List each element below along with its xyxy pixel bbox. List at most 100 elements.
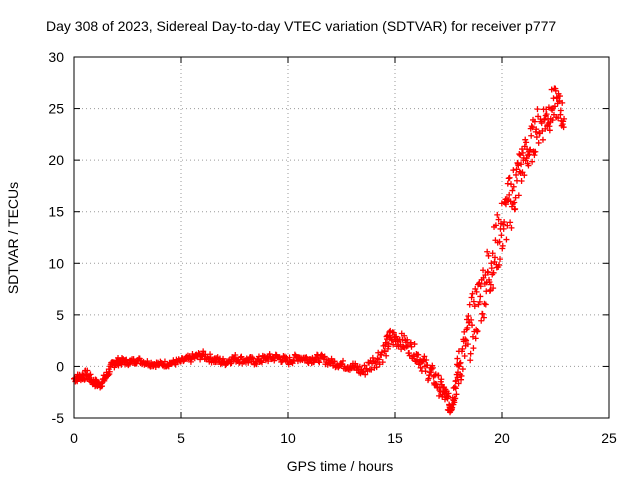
data-point [461, 353, 468, 360]
data-point [502, 201, 509, 208]
data-point [472, 335, 479, 342]
data-point [383, 352, 390, 359]
data-point [470, 298, 477, 305]
data-point [470, 345, 477, 352]
data-point [552, 87, 559, 94]
data-point [511, 199, 518, 206]
data-point [516, 150, 523, 157]
data-point [187, 358, 194, 365]
data-point [458, 372, 465, 379]
data-point [464, 324, 471, 331]
data-point [497, 256, 504, 263]
data-point [531, 152, 538, 159]
data-point [340, 357, 347, 364]
data-point [469, 322, 476, 329]
data-point [467, 357, 474, 364]
x-tick-label: 5 [177, 430, 185, 446]
data-point [513, 166, 520, 173]
data-point [258, 358, 265, 365]
data-point [484, 248, 491, 255]
chart-title: Day 308 of 2023, Sidereal Day-to-day VTE… [46, 18, 556, 34]
data-point [555, 115, 562, 122]
data-point [291, 357, 298, 364]
data-points [71, 85, 568, 416]
data-point [515, 162, 522, 169]
data-point [253, 361, 260, 368]
data-point [311, 357, 318, 364]
data-point [372, 358, 379, 365]
data-point [525, 162, 532, 169]
data-point [289, 360, 296, 367]
x-tick-label: 25 [601, 430, 617, 446]
data-point [529, 158, 536, 165]
data-point [480, 314, 487, 321]
data-point [105, 371, 112, 378]
axis-ticks: 0 5 10 15 20 25 -5 0 5 10 15 20 25 30 [48, 49, 617, 446]
data-point [531, 118, 538, 125]
data-point [471, 303, 478, 310]
data-point [401, 332, 408, 339]
data-point [373, 364, 380, 371]
data-point [498, 232, 505, 239]
data-point [543, 111, 550, 118]
plot-frame [73, 56, 610, 419]
y-tick-label: 0 [56, 358, 64, 374]
data-point [87, 371, 94, 378]
data-point [506, 191, 513, 198]
data-point [207, 351, 214, 358]
data-point [372, 359, 379, 366]
data-point [457, 359, 464, 366]
data-point [228, 359, 235, 366]
data-point [361, 362, 368, 369]
data-point [509, 187, 516, 194]
data-point [508, 224, 515, 231]
data-point [513, 171, 520, 178]
data-point [316, 359, 323, 366]
data-point [421, 353, 428, 360]
y-tick-label: 15 [48, 204, 64, 220]
data-point [429, 364, 436, 371]
data-point [496, 261, 503, 268]
data-point [474, 328, 481, 335]
data-point [479, 310, 486, 317]
x-tick-label: 20 [494, 430, 510, 446]
data-point [477, 293, 484, 300]
data-point [491, 254, 498, 261]
data-point [404, 336, 411, 343]
data-point [485, 269, 492, 276]
data-point [249, 354, 256, 361]
data-point [195, 350, 202, 357]
data-point [378, 352, 385, 359]
data-point [422, 368, 429, 375]
y-tick-label: 10 [48, 255, 64, 271]
y-tick-label: 25 [48, 101, 64, 117]
data-point [452, 395, 459, 402]
data-point [489, 250, 496, 257]
data-point [452, 385, 459, 392]
data-point [435, 372, 442, 379]
data-point [463, 337, 470, 344]
data-point [518, 177, 525, 184]
data-point [515, 192, 522, 199]
data-point [548, 86, 555, 93]
data-point [445, 390, 452, 397]
data-point [415, 351, 422, 358]
data-point [487, 281, 494, 288]
data-point [161, 358, 168, 365]
data-point [462, 336, 469, 343]
data-point [528, 132, 535, 139]
data-point [411, 341, 418, 348]
data-point [375, 356, 382, 363]
data-point [561, 115, 568, 122]
data-point [232, 352, 239, 359]
data-point [535, 139, 542, 146]
data-point [379, 359, 386, 366]
data-point [469, 290, 476, 297]
data-point [130, 356, 137, 363]
data-point [476, 279, 483, 286]
data-point [495, 216, 502, 223]
data-point [510, 167, 517, 174]
data-point [504, 222, 511, 229]
data-point [84, 367, 91, 374]
data-point [557, 107, 564, 114]
